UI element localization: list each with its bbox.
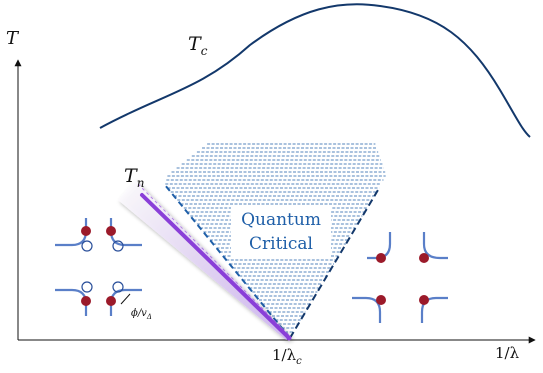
hot-spots-right [376,253,429,305]
svg-text:1/λc: 1/λc [272,346,302,367]
tc-curve [99,3,531,138]
x-axis-label: 1/λ [495,344,520,362]
gap-label: ϕ/vΔ [131,308,152,321]
quantum-critical-label-line1: Quantum [241,210,321,230]
open-spot [81,240,93,252]
hot-spot [81,296,91,306]
hot-spot [376,295,386,305]
svg-text:Tc: Tc [188,33,208,58]
hot-spot [376,253,386,263]
x-axis-label-text: 1/λ [495,344,520,362]
hot-spots-left [81,226,124,306]
open-spot [81,281,93,293]
qc-right-boundary [289,189,379,339]
tn-label-text: T [124,165,138,187]
critical-point-text: 1/λ [272,346,297,364]
critical-point-subscript: c [296,356,302,367]
open-spot [112,240,124,252]
tc-label: Tc [188,33,208,58]
tc-label-subscript: c [201,44,208,58]
critical-point-label: 1/λc [272,346,302,367]
open-spot [112,281,124,293]
quantum-critical-label-line2: Critical [249,234,313,254]
svg-text:ϕ/vΔ: ϕ/vΔ [131,308,152,321]
hot-spot [106,226,116,236]
gap-label-text: ϕ/v [131,308,147,319]
tn-label-subscript: n [137,176,145,190]
fermi-arc-top-right [422,232,448,260]
hot-spot [106,296,116,306]
tc-label-text: T [188,33,202,55]
fermi-surface-inset-left [55,218,142,316]
svg-text:1/λ: 1/λ [495,344,520,362]
hot-spot [81,226,91,236]
qc-left-boundary [164,184,291,339]
hot-spot [419,253,429,263]
fermi-arc-bottom-left [55,288,88,316]
fermi-arc-bottom-left [352,296,382,323]
gap-label-subscript: Δ [146,313,152,321]
gap-arrow [120,293,131,305]
svg-text:Tn: Tn [124,165,144,190]
quantum-critical-point [286,335,292,341]
hot-spot [419,295,429,305]
tn-line [140,193,290,339]
y-axis-label: T [6,28,20,49]
qc-label-backdrop [231,205,331,259]
tn-label: Tn [124,165,144,190]
fermi-surface-inset-right [352,232,448,323]
